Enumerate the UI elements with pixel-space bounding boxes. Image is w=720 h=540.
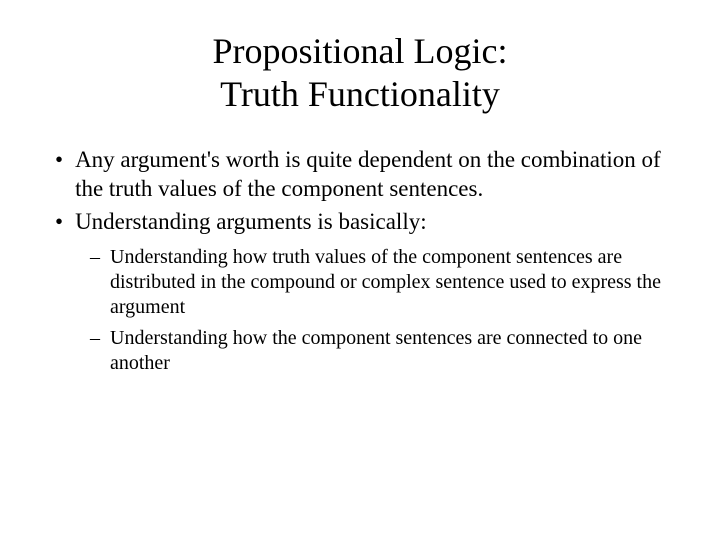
bullet-item: • Any argument's worth is quite dependen… [55, 146, 670, 204]
sub-bullet-item: – Understanding how truth values of the … [90, 245, 670, 320]
sub-bullet-text: Understanding how truth values of the co… [110, 245, 670, 320]
sub-bullet-list: – Understanding how truth values of the … [50, 245, 670, 376]
bullet-text: Any argument's worth is quite dependent … [75, 146, 670, 204]
dash-marker: – [90, 245, 100, 320]
bullet-text: Understanding arguments is basically: [75, 208, 670, 237]
slide-title: Propositional Logic: Truth Functionality [50, 30, 670, 116]
sub-bullet-item: – Understanding how the component senten… [90, 326, 670, 376]
bullet-marker: • [55, 208, 63, 237]
main-bullet-list: • Any argument's worth is quite dependen… [50, 146, 670, 236]
sub-bullet-text: Understanding how the component sentence… [110, 326, 670, 376]
bullet-item: • Understanding arguments is basically: [55, 208, 670, 237]
bullet-marker: • [55, 146, 63, 204]
title-line-2: Truth Functionality [220, 74, 500, 114]
dash-marker: – [90, 326, 100, 376]
title-line-1: Propositional Logic: [213, 31, 508, 71]
